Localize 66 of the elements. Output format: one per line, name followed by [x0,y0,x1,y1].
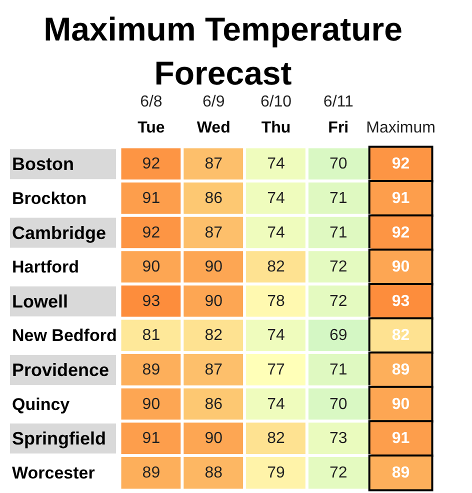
data-label: 74 [267,224,285,242]
data-label: 74 [267,156,285,173]
data-label: 71 [330,190,348,207]
data-label: 73 [330,430,348,448]
data-label: 88 [204,464,223,482]
data-label: 74 [267,396,285,413]
data-label: 87 [204,156,223,173]
data-label: 72 [330,292,348,310]
data-label: 72 [330,464,348,482]
y-tick-label: Lowell [12,291,68,312]
data-label: 71 [330,224,348,242]
data-label: 87 [204,361,223,378]
data-label: 70 [330,396,348,413]
data-label: 90 [392,396,410,413]
data-label: 91 [392,190,410,207]
data-label: 79 [267,464,285,482]
data-label: 82 [267,258,285,276]
data-label: 90 [142,258,160,276]
x-tick-label: 6/10 Thu [260,94,292,136]
y-tick-label: Springfield [12,428,106,449]
data-label: 74 [267,327,285,344]
data-label: 82 [392,327,410,344]
y-tick-label: Quincy [12,394,70,414]
data-label: 90 [204,430,223,448]
data-label: 82 [204,327,223,344]
y-tick-label: New Bedford [12,326,117,346]
data-label: 89 [392,464,410,482]
data-label: 86 [204,190,223,207]
data-label: 89 [142,464,160,482]
data-label: 92 [392,224,410,242]
data-label: 92 [142,224,160,242]
data-label: 77 [267,361,285,378]
data-label: 90 [142,396,160,413]
data-label: 86 [204,396,223,413]
data-label: 92 [142,156,160,173]
data-label: 70 [330,156,348,173]
y-tick-label: Providence [12,360,110,380]
data-label: 72 [330,258,348,276]
data-label: 93 [142,292,160,310]
y-tick-label: Brockton [12,188,87,208]
data-label: 81 [142,327,160,344]
data-label: 92 [392,156,410,173]
data-label: 71 [330,361,348,378]
data-label: 90 [204,258,223,276]
data-label: 93 [392,292,410,310]
y-tick-label: Boston [12,154,74,174]
x-tick-label: 6/11 Fri [323,94,354,136]
data-label: 91 [142,430,160,448]
data-label: 78 [267,292,285,310]
chart-title: Maximum Temperature Forecast [44,10,402,92]
data-label: 90 [204,292,223,310]
x-tick-label: 6/8 Tue [138,94,165,136]
data-label: 90 [392,258,410,276]
x-tick-label: 6/9 Wed [196,94,230,136]
x-tick-label: Maximum [366,120,436,136]
data-label: 91 [142,190,160,207]
data-label: 89 [392,361,410,378]
y-tick-label: Worcester [12,463,96,482]
data-label: 91 [392,430,410,448]
data-label: 89 [142,361,160,378]
y-tick-label: Cambridge [12,222,106,243]
data-label: 87 [204,224,223,242]
data-label: 82 [267,430,285,448]
y-tick-label: Hartford [12,258,80,277]
data-label: 69 [330,327,348,344]
data-label: 74 [267,190,285,207]
